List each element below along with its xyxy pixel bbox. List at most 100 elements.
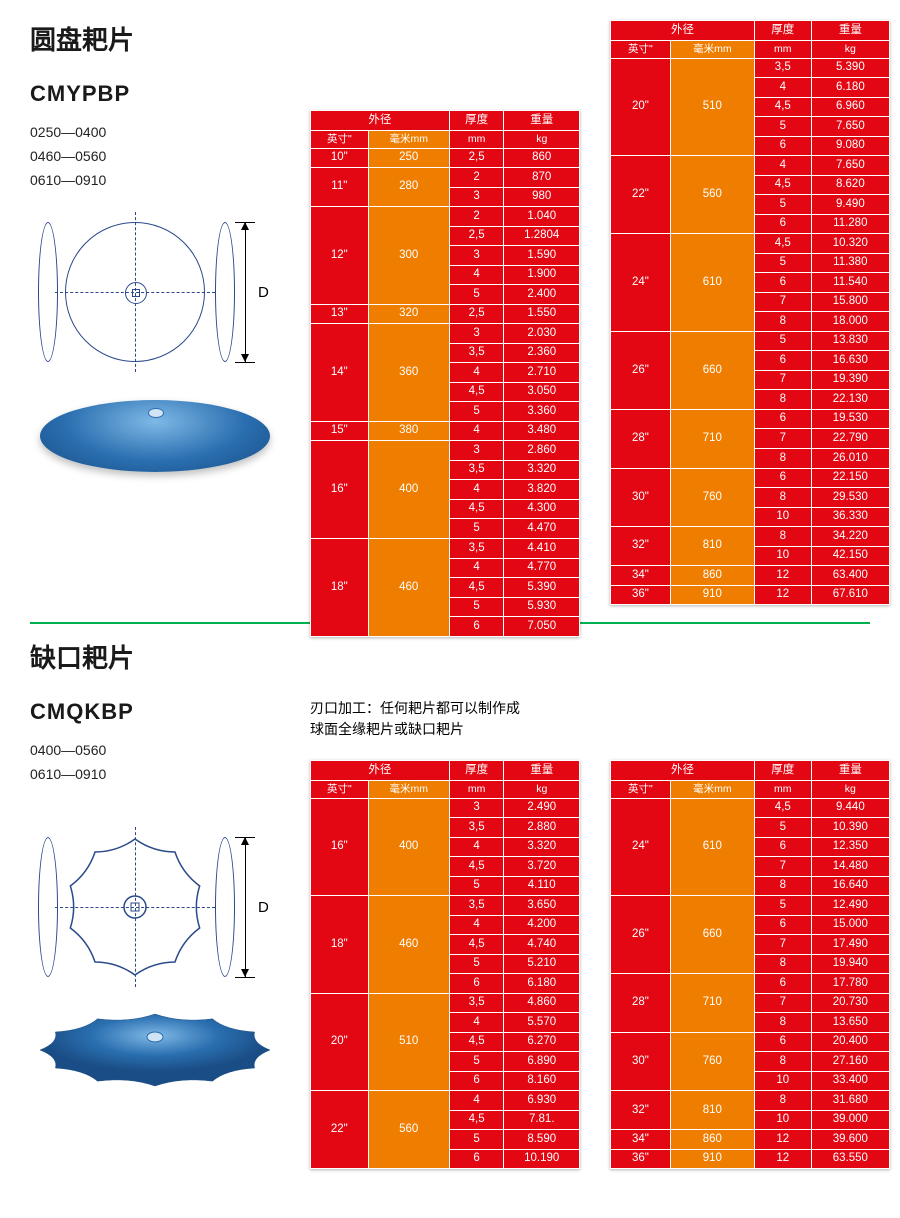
cell-mm: 610 bbox=[670, 234, 754, 332]
cell-thickness: 5 bbox=[754, 896, 811, 916]
cell-weight: 1.900 bbox=[504, 265, 580, 285]
cell-thickness: 4 bbox=[449, 837, 504, 857]
table-row: 11"2802870 bbox=[311, 168, 580, 188]
table-row: 22"56046.930 bbox=[311, 1091, 580, 1111]
cell-thickness: 10 bbox=[754, 546, 811, 566]
table-row: 20"5103,55.390 bbox=[611, 58, 890, 78]
cell-mm: 460 bbox=[368, 539, 449, 637]
cell-weight: 5.390 bbox=[811, 58, 889, 78]
cell-weight: 12.490 bbox=[811, 896, 889, 916]
cell-inch: 36" bbox=[611, 585, 671, 605]
th-outer-diameter: 外径 bbox=[611, 21, 755, 41]
spec-table-b: 外径厚度重量英寸"毫米mmmmkg20"5103,55.39046.1804,5… bbox=[610, 20, 890, 605]
cell-weight: 4.740 bbox=[504, 935, 580, 955]
cell-weight: 29.530 bbox=[811, 488, 889, 508]
cell-thickness: 5 bbox=[449, 519, 504, 539]
cell-thickness: 2 bbox=[449, 168, 504, 188]
product-photo-1 bbox=[30, 390, 280, 480]
section-disc-notched: 缺口耙片 CMQKBP 0400—0560 0610—0910 D bbox=[30, 638, 870, 1198]
cell-thickness: 6 bbox=[449, 1149, 504, 1169]
cell-thickness: 4,5 bbox=[449, 857, 504, 877]
cell-thickness: 12 bbox=[754, 1149, 811, 1169]
cell-thickness: 6 bbox=[754, 136, 811, 156]
cell-inch: 11" bbox=[311, 168, 369, 207]
cell-mm: 380 bbox=[368, 421, 449, 441]
cell-weight: 9.080 bbox=[811, 136, 889, 156]
cell-inch: 26" bbox=[611, 896, 671, 974]
centerline-v bbox=[135, 212, 136, 372]
table-row: 22"56047.650 bbox=[611, 156, 890, 176]
th-mm: 毫米mm bbox=[670, 780, 754, 798]
note-line: 球面全缘耙片或缺口耙片 bbox=[310, 719, 520, 740]
table-row: 34"8601263.400 bbox=[611, 566, 890, 586]
th-thickness-unit: mm bbox=[449, 780, 504, 798]
cell-thickness: 4 bbox=[449, 363, 504, 383]
cell-thickness: 5 bbox=[449, 285, 504, 305]
table-row: 10"2502,5860 bbox=[311, 148, 580, 168]
th-thickness-unit: mm bbox=[754, 780, 811, 798]
cell-thickness: 3,5 bbox=[449, 539, 504, 559]
cell-weight: 4.300 bbox=[504, 499, 580, 519]
cell-thickness: 3,5 bbox=[449, 993, 504, 1013]
cell-weight: 5.570 bbox=[504, 1013, 580, 1033]
photo-notched-svg bbox=[30, 1005, 280, 1095]
cell-mm: 560 bbox=[368, 1091, 449, 1169]
cell-inch: 30" bbox=[611, 1032, 671, 1091]
part-codes-2: 0400—0560 0610—0910 bbox=[30, 739, 290, 787]
cell-mm: 710 bbox=[670, 974, 754, 1033]
code-line: 0610—0910 bbox=[30, 763, 290, 787]
model-code-1: CMYPBP bbox=[30, 81, 290, 107]
cell-mm: 660 bbox=[670, 896, 754, 974]
cell-weight: 16.640 bbox=[811, 876, 889, 896]
model-code-2: CMQKBP bbox=[30, 699, 290, 725]
cell-thickness: 8 bbox=[754, 390, 811, 410]
cell-thickness: 8 bbox=[754, 1091, 811, 1111]
cell-thickness: 10 bbox=[754, 1110, 811, 1130]
dimension-line bbox=[245, 222, 246, 362]
cell-weight: 4.200 bbox=[504, 915, 580, 935]
cell-weight: 2.860 bbox=[504, 441, 580, 461]
th-inch: 英寸" bbox=[611, 780, 671, 798]
cell-weight: 31.680 bbox=[811, 1091, 889, 1111]
cell-thickness: 3 bbox=[449, 324, 504, 344]
cell-weight: 3.320 bbox=[504, 460, 580, 480]
cell-thickness: 8 bbox=[754, 954, 811, 974]
cell-mm: 910 bbox=[670, 585, 754, 605]
cell-weight: 27.160 bbox=[811, 1052, 889, 1072]
cell-weight: 6.180 bbox=[811, 78, 889, 98]
cell-thickness: 4 bbox=[449, 1013, 504, 1033]
table-row: 14"36032.030 bbox=[311, 324, 580, 344]
cell-inch: 22" bbox=[311, 1091, 369, 1169]
cell-weight: 1.040 bbox=[504, 207, 580, 227]
cell-weight: 13.830 bbox=[811, 331, 889, 351]
th-thickness: 厚度 bbox=[449, 111, 504, 131]
cell-mm: 860 bbox=[670, 566, 754, 586]
th-outer-diameter: 外径 bbox=[311, 111, 450, 131]
cell-weight: 4.470 bbox=[504, 519, 580, 539]
cell-weight: 9.490 bbox=[811, 195, 889, 215]
cell-inch: 24" bbox=[611, 234, 671, 332]
cell-weight: 6.960 bbox=[811, 97, 889, 117]
table-row: 26"660513.830 bbox=[611, 331, 890, 351]
cell-thickness: 3 bbox=[449, 441, 504, 461]
cell-thickness: 4,5 bbox=[449, 499, 504, 519]
cell-inch: 26" bbox=[611, 331, 671, 409]
cell-weight: 2.360 bbox=[504, 343, 580, 363]
th-thickness: 厚度 bbox=[449, 761, 504, 781]
th-mm: 毫米mm bbox=[670, 40, 754, 58]
cell-thickness: 2,5 bbox=[449, 148, 504, 168]
table-row: 20"5103,54.860 bbox=[311, 993, 580, 1013]
cell-thickness: 6 bbox=[754, 409, 811, 429]
table-row: 36"9101267.610 bbox=[611, 585, 890, 605]
cell-weight: 4.410 bbox=[504, 539, 580, 559]
cell-thickness: 3 bbox=[449, 246, 504, 266]
cell-thickness: 6 bbox=[754, 214, 811, 234]
cell-thickness: 3,5 bbox=[449, 896, 504, 916]
cell-thickness: 3,5 bbox=[754, 58, 811, 78]
cell-weight: 5.210 bbox=[504, 954, 580, 974]
cell-weight: 15.800 bbox=[811, 292, 889, 312]
cell-inch: 13" bbox=[311, 304, 369, 324]
cell-thickness: 3,5 bbox=[449, 343, 504, 363]
table-row: 32"810834.220 bbox=[611, 527, 890, 547]
cell-thickness: 6 bbox=[754, 974, 811, 994]
